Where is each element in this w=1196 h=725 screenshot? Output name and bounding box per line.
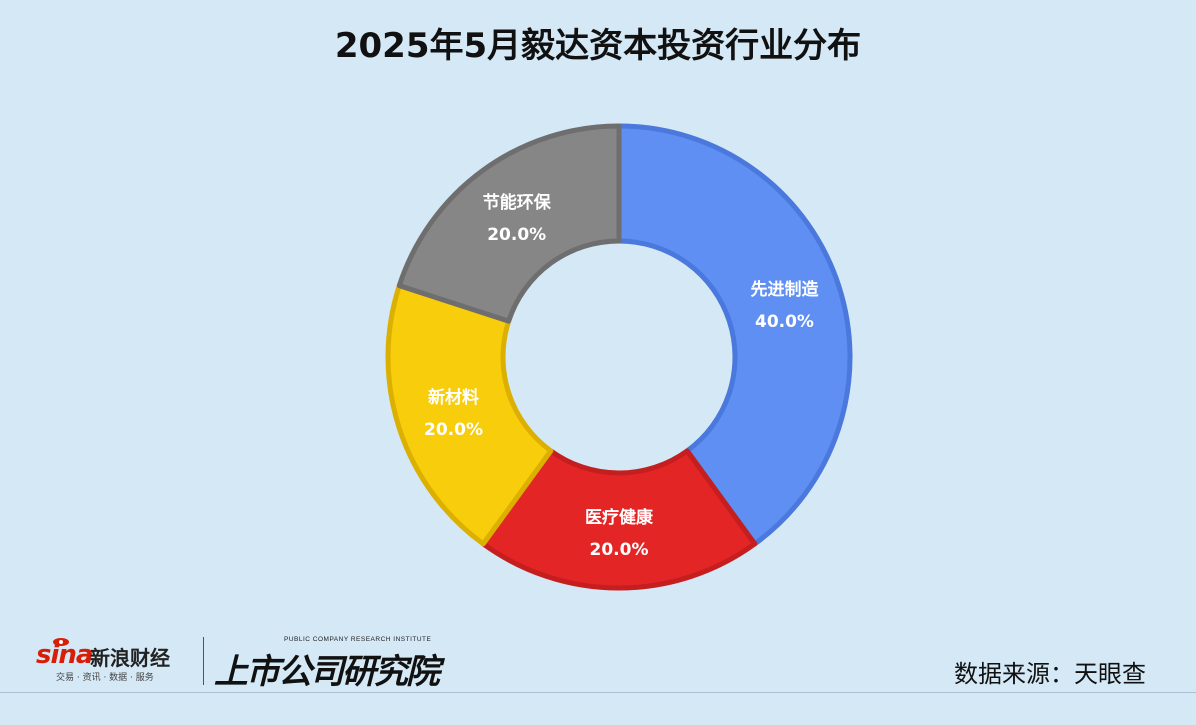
segment-percent-label: 40.0% <box>755 312 814 332</box>
sina-tagline: 交易 · 资讯 · 数据 · 服务 <box>56 673 154 683</box>
segment-name-label: 先进制造 <box>750 279 819 300</box>
sina-finance-name: 新浪财经 <box>90 646 170 670</box>
sina-eye-icon <box>53 638 69 646</box>
donut-labels: 先进制造 40.0% 医疗健康 20.0% 新材料 20.0% 节能环保 20.0% <box>424 192 819 560</box>
research-institute-en: PUBLIC COMPANY RESEARCH INSTITUTE <box>284 636 432 643</box>
data-source: 数据来源：天眼查 <box>954 660 1146 688</box>
sina-finance-logo: sina 新浪财经 交易 · 资讯 · 数据 · 服务 <box>34 634 194 683</box>
research-institute-cn: 上市公司研究院 <box>214 652 440 692</box>
segment-percent-label: 20.0% <box>487 225 546 245</box>
donut-segment-1 <box>480 448 758 591</box>
segment-percent-label: 20.0% <box>590 540 649 560</box>
logo-divider <box>203 637 204 685</box>
segment-name-label: 医疗健康 <box>585 507 654 528</box>
sina-wordmark: sina <box>36 640 93 670</box>
segment-name-label: 节能环保 <box>483 192 552 213</box>
donut-segments <box>385 123 853 591</box>
segment-name-label: 新材料 <box>428 387 479 408</box>
donut-segment-2 <box>385 283 554 547</box>
donut-segment-0 <box>616 123 853 547</box>
segment-percent-label: 20.0% <box>424 420 483 440</box>
chart-title: 2025年5月毅达资本投资行业分布 <box>334 26 862 66</box>
research-institute-logo: PUBLIC COMPANY RESEARCH INSTITUTE 上市公司研究… <box>214 636 440 692</box>
footer-divider <box>0 692 1196 693</box>
donut-segment-3 <box>396 123 622 324</box>
